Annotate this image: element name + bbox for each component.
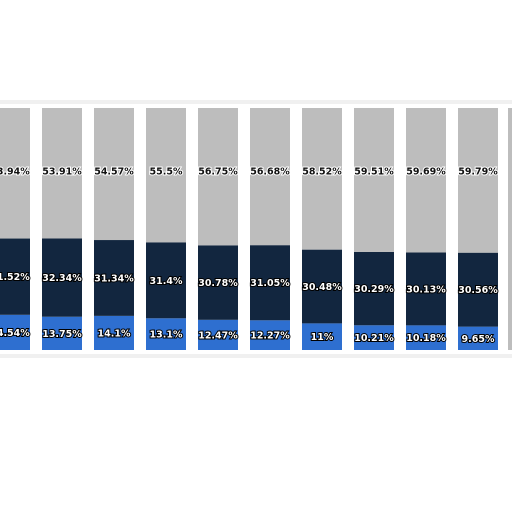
data-label: 12.47% [198, 330, 238, 341]
data-label: 31.34% [94, 273, 134, 284]
data-label: 30.56% [458, 285, 498, 296]
data-label: 31.52% [0, 272, 30, 283]
data-label: 53.94% [0, 167, 30, 178]
bar-segment [42, 108, 82, 239]
bar-segment [354, 107, 394, 252]
data-label: 59.69% [406, 167, 446, 178]
bar-segment [146, 242, 186, 319]
data-label: 32.34% [42, 273, 82, 284]
data-label: 30.13% [406, 284, 446, 295]
data-label: 30.78% [198, 278, 238, 289]
bar-segment [146, 108, 186, 243]
bar-segment [250, 245, 290, 321]
data-label: 13.75% [42, 329, 82, 340]
data-label: 56.68% [250, 167, 290, 178]
bar-segment [406, 325, 446, 350]
bar-segment [406, 252, 446, 326]
data-label: 31.05% [250, 278, 290, 289]
data-label: 14.1% [98, 328, 131, 339]
bar-segment [302, 108, 342, 250]
bar-segment [0, 314, 30, 350]
bar-segment [406, 108, 446, 253]
data-label: 56.75% [198, 167, 238, 178]
bar-segment [0, 238, 30, 315]
data-label: 12.27% [250, 331, 290, 342]
bar-segment [198, 108, 238, 246]
bar-segment [94, 240, 134, 316]
data-label: 59.51% [354, 166, 394, 177]
data-label: 58.52% [302, 167, 342, 178]
bar-segment [250, 320, 290, 350]
bar-segment [146, 318, 186, 350]
data-label: 54.57% [94, 166, 134, 177]
bar-segment [94, 107, 134, 241]
data-label: 53.91% [42, 167, 82, 178]
data-label: 9.65% [462, 334, 495, 345]
data-label: 30.29% [354, 284, 394, 295]
cut-bar [508, 108, 512, 350]
data-label: 30.48% [302, 282, 342, 293]
data-label: 11% [311, 332, 334, 343]
bar-segment [42, 316, 82, 350]
data-label: 13.1% [150, 330, 183, 341]
bar-segment [458, 252, 498, 327]
bar-segment [250, 108, 290, 246]
data-label: 10.21% [354, 333, 394, 344]
bar-segment [458, 326, 498, 350]
bar-segment [354, 251, 394, 326]
data-label: 10.18% [406, 333, 446, 344]
bar-segment [302, 249, 342, 324]
data-label: 59.79% [458, 167, 498, 178]
bar-segment [302, 323, 342, 350]
data-label: 55.5% [150, 167, 183, 178]
bar-segment [0, 108, 30, 239]
bar-segment [198, 245, 238, 320]
bar-segment [198, 319, 238, 350]
bar-segment [354, 325, 394, 350]
bar-segment [458, 108, 498, 253]
bar-segment [94, 315, 134, 350]
data-label: 31.4% [150, 276, 183, 287]
bar-segment [42, 238, 82, 317]
data-label: 14.54% [0, 328, 30, 339]
